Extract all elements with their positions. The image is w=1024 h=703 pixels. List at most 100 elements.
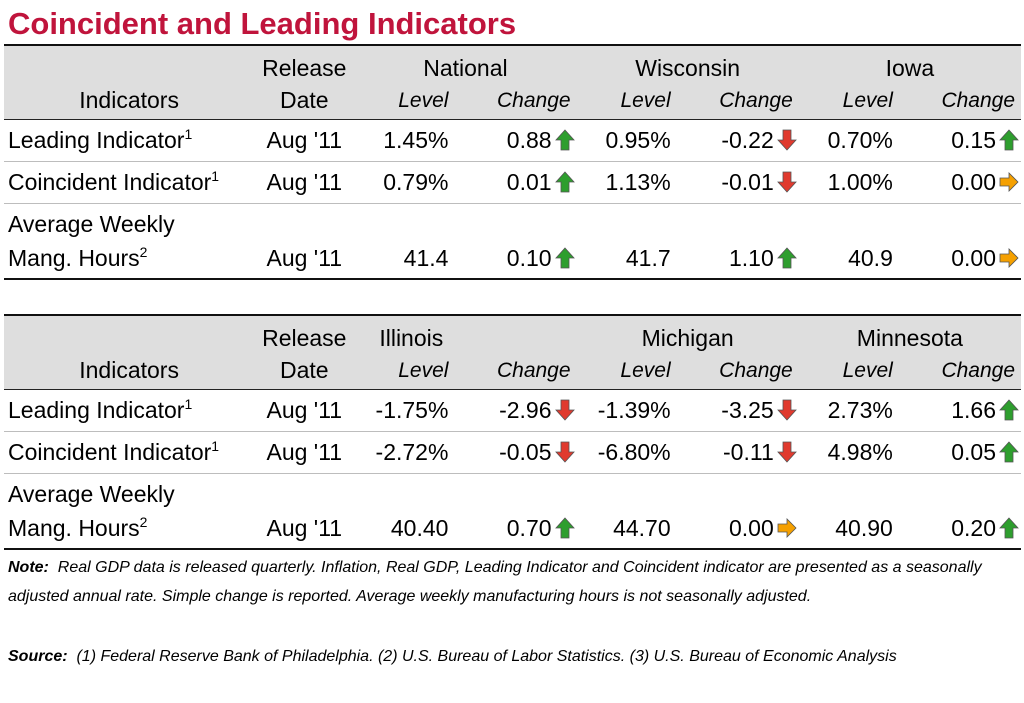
arrow-up-icon bbox=[776, 246, 797, 268]
empty-cell bbox=[254, 204, 354, 239]
indicator-label: Leading Indicator bbox=[8, 397, 185, 423]
change-cell: 0.15 bbox=[912, 119, 1021, 162]
change-value: 0.00 bbox=[951, 244, 996, 271]
change-value: 1.66 bbox=[951, 397, 996, 423]
change-cell: 1.66 bbox=[912, 389, 1021, 432]
table-row: Average Weekly bbox=[4, 204, 1021, 239]
header-region: Illinois bbox=[354, 314, 577, 352]
level-value: 40.90 bbox=[798, 508, 913, 550]
change-cell: 0.05 bbox=[912, 431, 1021, 474]
level-value: 41.4 bbox=[354, 238, 469, 280]
footnote-marker: 1 bbox=[184, 126, 193, 142]
change-value: -0.22 bbox=[721, 127, 774, 153]
header-region: National bbox=[354, 44, 577, 82]
footnote-marker: 2 bbox=[139, 513, 148, 530]
empty-cell bbox=[913, 474, 1021, 509]
page-title: Coincident and Leading Indicators bbox=[8, 6, 517, 41]
arrow-up-icon bbox=[554, 171, 575, 193]
indicator-name: Coincident Indicator1 bbox=[4, 431, 255, 474]
arrow-up-icon bbox=[554, 129, 575, 151]
header-date: Date bbox=[254, 82, 355, 120]
level-value: 1.00% bbox=[798, 161, 913, 204]
table-row: Average Weekly bbox=[4, 474, 1021, 509]
indicator-label: Coincident Indicator bbox=[8, 439, 212, 465]
note-text: Note: Real GDP data is released quarterl… bbox=[8, 553, 1013, 611]
release-date: Aug '11 bbox=[254, 431, 355, 474]
change-value: -2.96 bbox=[499, 397, 552, 423]
change-cell: -0.01 bbox=[690, 161, 799, 204]
header-level: Level bbox=[576, 82, 691, 120]
empty-cell bbox=[799, 474, 913, 509]
header-release: Release bbox=[254, 44, 355, 82]
empty-cell bbox=[799, 204, 913, 239]
change-value: 0.88 bbox=[506, 127, 552, 153]
header-change: Change bbox=[468, 352, 577, 390]
change-value: 0.20 bbox=[951, 514, 996, 541]
header-change: Change bbox=[468, 82, 577, 120]
level-value: 0.95% bbox=[576, 119, 691, 162]
level-value: 44.70 bbox=[576, 508, 691, 550]
empty-cell bbox=[254, 474, 354, 509]
level-value: -1.75% bbox=[354, 389, 469, 432]
change-value: 0.15 bbox=[951, 127, 996, 153]
footnote-marker: 1 bbox=[184, 396, 193, 412]
empty-cell bbox=[577, 204, 691, 239]
change-value: -0.11 bbox=[723, 439, 774, 465]
header-blank bbox=[4, 44, 255, 82]
source-label: Source: bbox=[8, 648, 68, 665]
table-row: Coincident Indicator1 Aug '11 -2.72% -0.05-… bbox=[4, 431, 1021, 474]
level-value: 2.73% bbox=[798, 389, 913, 432]
change-cell: -2.96 bbox=[468, 389, 577, 432]
header-level: Level bbox=[798, 82, 913, 120]
footnote-marker: 1 bbox=[211, 438, 220, 454]
arrow-right-icon bbox=[999, 247, 1019, 268]
arrow-down-icon bbox=[554, 399, 575, 421]
indicator-label: Mang. Hours bbox=[8, 514, 140, 541]
release-date: Aug '11 bbox=[254, 389, 355, 432]
change-cell: 0.00 bbox=[912, 238, 1021, 280]
level-value: -6.80% bbox=[576, 431, 691, 474]
note-label: Note: bbox=[8, 559, 49, 576]
header-region: Wisconsin bbox=[576, 44, 799, 82]
level-value: 1.45% bbox=[354, 119, 469, 162]
header-change: Change bbox=[690, 352, 799, 390]
footnote-marker: 1 bbox=[211, 168, 220, 184]
empty-cell bbox=[468, 474, 576, 509]
header-blank bbox=[4, 314, 255, 352]
header-region: Michigan bbox=[576, 314, 799, 352]
change-value: -0.05 bbox=[499, 439, 552, 465]
level-value: 1.13% bbox=[576, 161, 691, 204]
indicators-table-1: Release National Wisconsin Iowa Indicato… bbox=[4, 44, 1021, 280]
table-row: Mang. Hours2 Aug '11 40.40 0.70 44.70 0.00 40.… bbox=[4, 508, 1021, 550]
change-value: 0.10 bbox=[506, 244, 552, 271]
change-value: 0.00 bbox=[951, 169, 996, 195]
header-level: Level bbox=[798, 352, 913, 390]
change-value: 0.70 bbox=[506, 514, 552, 541]
indicator-name-line1: Average Weekly bbox=[8, 211, 175, 237]
arrow-up-icon bbox=[999, 399, 1019, 421]
level-value: 41.7 bbox=[576, 238, 691, 280]
header-indicators: Indicators bbox=[4, 352, 255, 390]
indicator-name-line1: Average Weekly bbox=[8, 481, 175, 507]
change-cell: -0.05 bbox=[468, 431, 577, 474]
indicators-table-2: Release Illinois Michigan Minnesota Indi… bbox=[4, 314, 1021, 550]
table-row: Leading Indicator1 Aug '11 1.45% 0.88 0.95% -… bbox=[4, 119, 1021, 162]
change-value: -3.25 bbox=[721, 397, 774, 423]
empty-cell bbox=[691, 204, 799, 239]
source-body: (1) Federal Reserve Bank of Philadelphia… bbox=[76, 648, 897, 665]
empty-cell bbox=[354, 204, 468, 239]
header-change: Change bbox=[912, 82, 1021, 120]
header-change: Change bbox=[690, 82, 799, 120]
change-value: 1.10 bbox=[728, 244, 774, 271]
indicator-name: Mang. Hours2 bbox=[4, 238, 255, 280]
arrow-up-icon bbox=[999, 441, 1019, 463]
change-value: 0.01 bbox=[506, 169, 552, 195]
table-row: Mang. Hours2 Aug '11 41.4 0.10 41.7 1.10 40.9 0… bbox=[4, 238, 1021, 280]
header-level: Level bbox=[354, 352, 469, 390]
change-value: -0.01 bbox=[721, 169, 774, 195]
arrow-up-icon bbox=[554, 246, 575, 268]
indicator-name: Leading Indicator1 bbox=[4, 389, 255, 432]
level-value: 4.98% bbox=[798, 431, 913, 474]
header-region: Iowa bbox=[798, 44, 1021, 82]
change-cell: 0.00 bbox=[912, 161, 1021, 204]
